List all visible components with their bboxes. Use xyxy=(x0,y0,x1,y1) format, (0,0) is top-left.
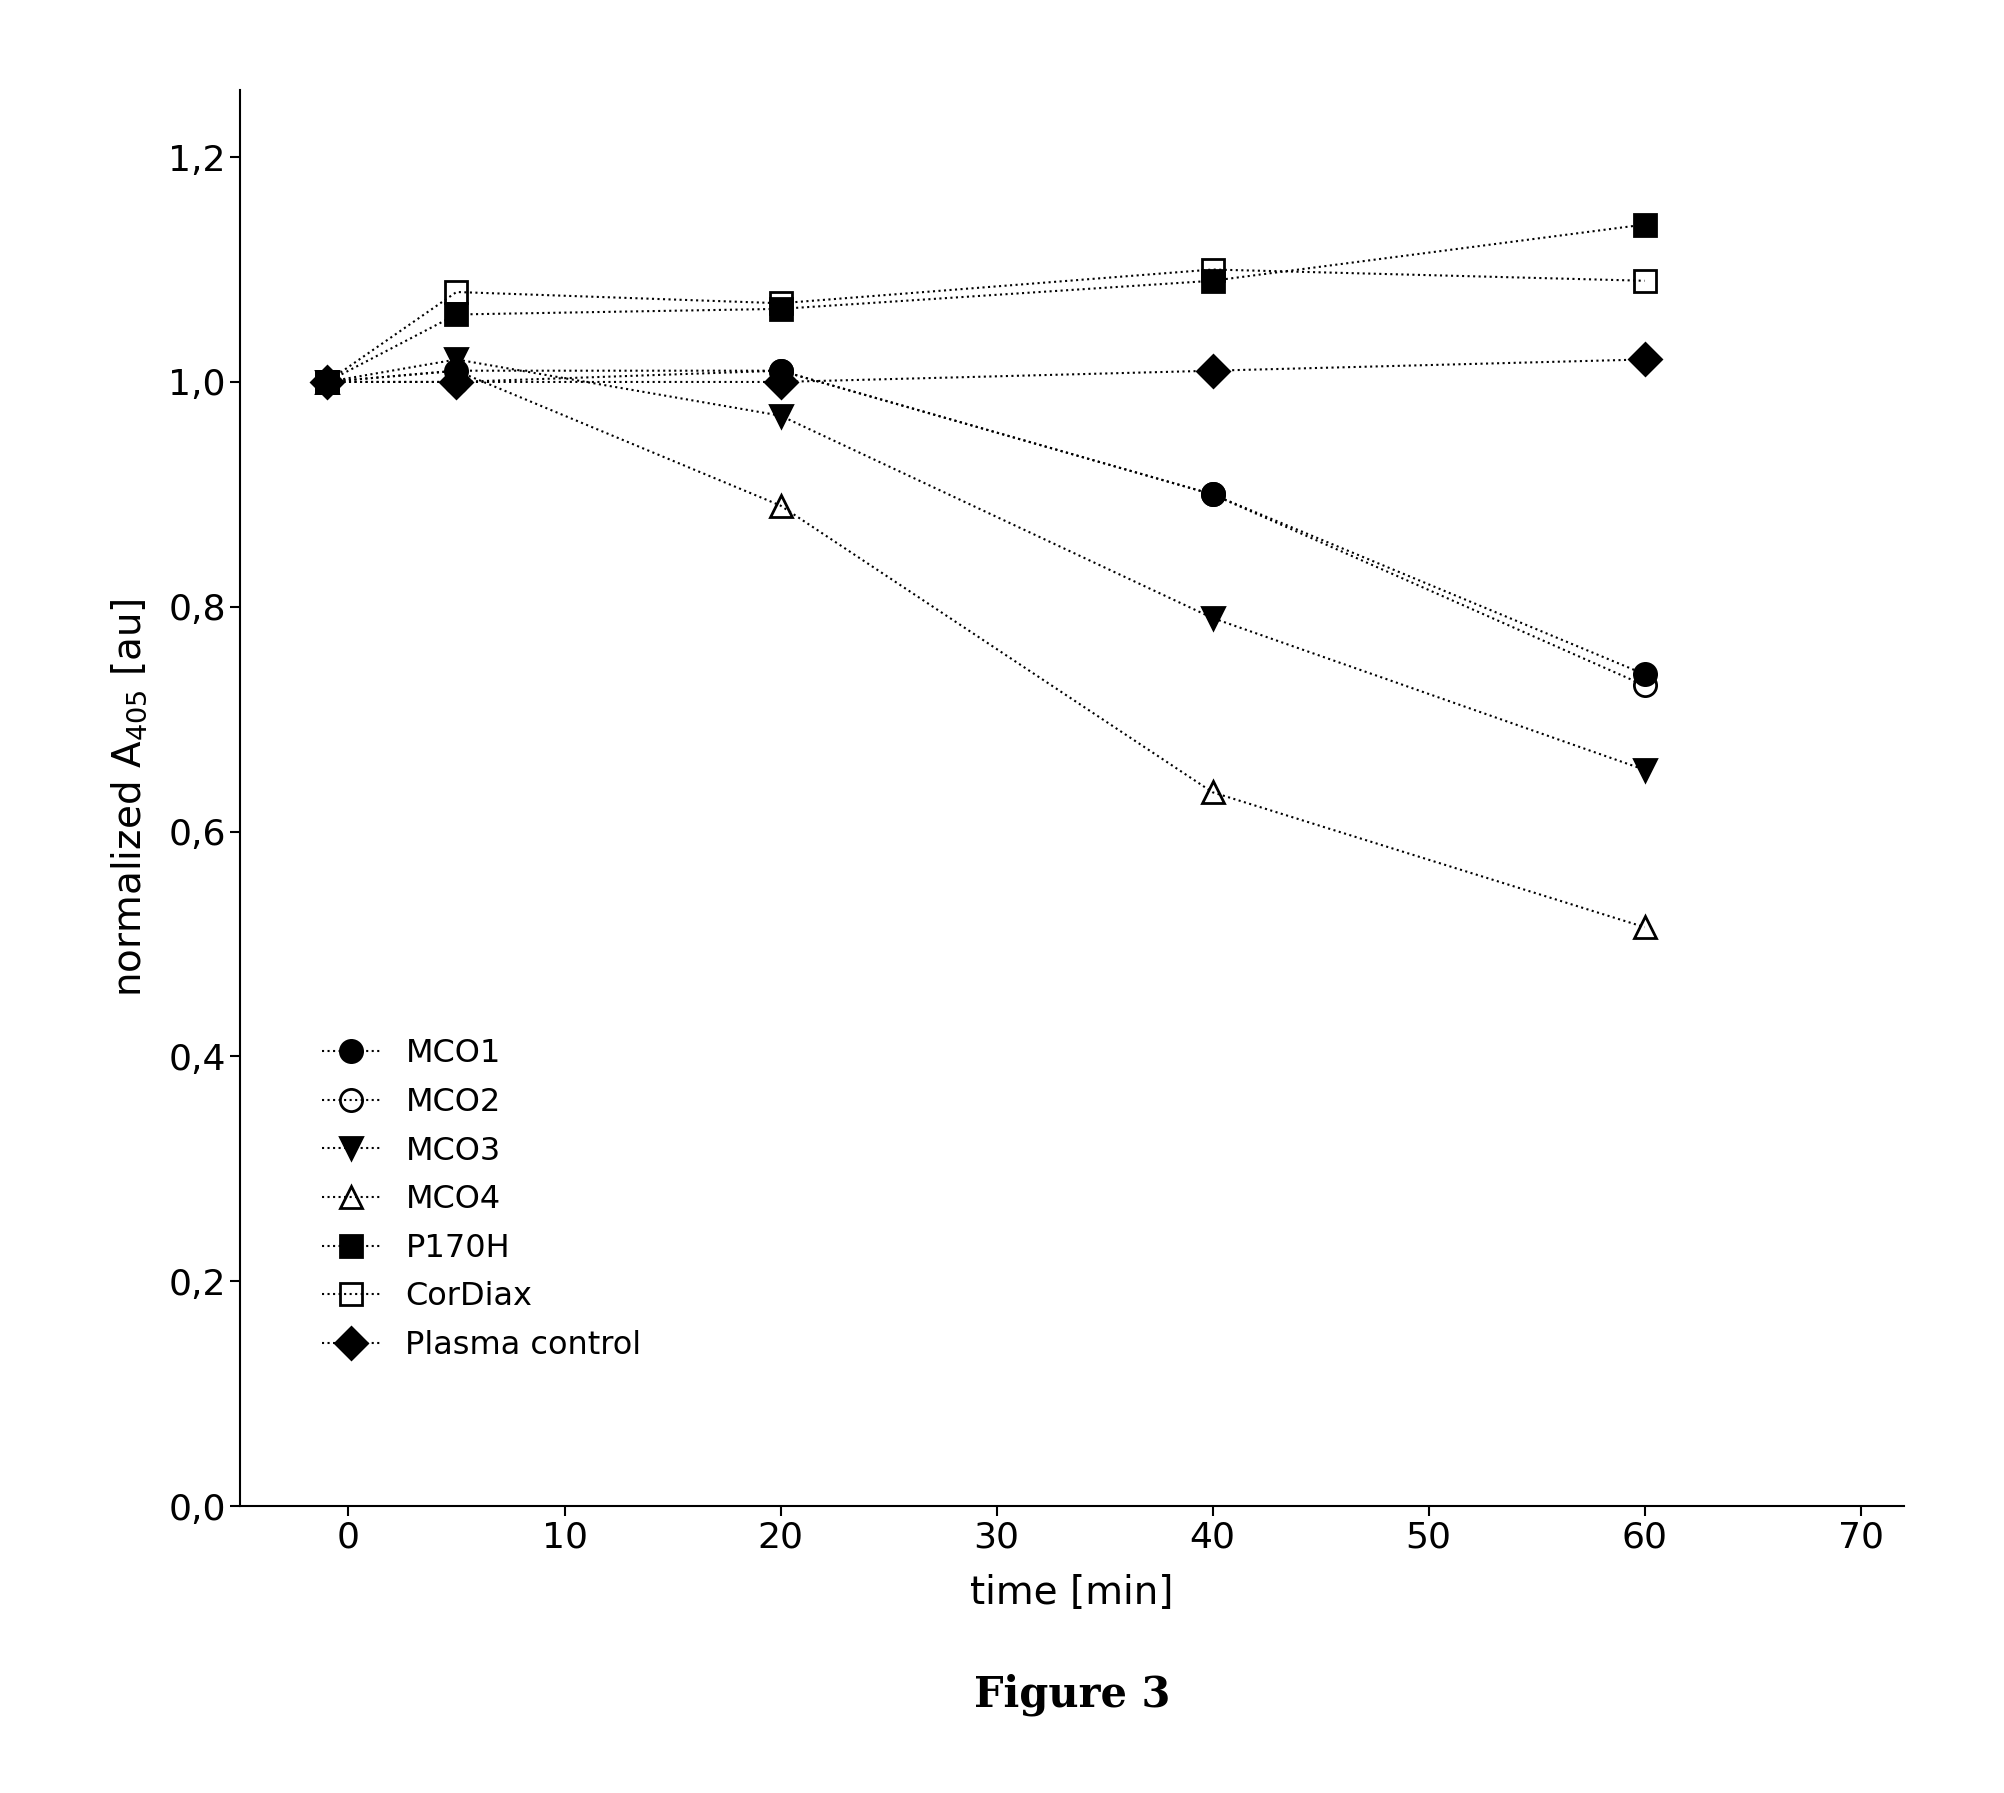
MCO3 xyxy=(768,405,792,427)
Plasma control xyxy=(768,371,792,393)
MCO4 xyxy=(445,360,469,382)
CorDiax xyxy=(1200,258,1224,280)
Text: Figure 3: Figure 3 xyxy=(974,1673,1170,1716)
CorDiax xyxy=(1633,271,1657,292)
MCO1 xyxy=(445,360,469,382)
MCO3 xyxy=(315,371,339,393)
P170H xyxy=(768,298,792,319)
P170H xyxy=(1200,271,1224,292)
MCO2 xyxy=(1200,484,1224,506)
MCO4 xyxy=(768,495,792,516)
Legend: MCO1, MCO2, MCO3, MCO4, P170H, CorDiax, Plasma control: MCO1, MCO2, MCO3, MCO4, P170H, CorDiax, … xyxy=(307,1022,657,1377)
MCO4 xyxy=(1633,916,1657,938)
MCO1 xyxy=(315,371,339,393)
MCO2 xyxy=(1633,674,1657,696)
MCO2 xyxy=(768,360,792,382)
MCO3 xyxy=(1200,608,1224,629)
Line: MCO1: MCO1 xyxy=(317,360,1655,685)
P170H xyxy=(1633,213,1657,235)
MCO3 xyxy=(1633,758,1657,780)
X-axis label: time [min]: time [min] xyxy=(970,1574,1174,1612)
MCO2 xyxy=(315,371,339,393)
CorDiax xyxy=(768,292,792,314)
MCO4 xyxy=(315,371,339,393)
Line: P170H: P170H xyxy=(317,213,1655,393)
Plasma control xyxy=(445,371,469,393)
Y-axis label: normalized A$_{405}$ [au]: normalized A$_{405}$ [au] xyxy=(110,599,148,997)
Line: Plasma control: Plasma control xyxy=(317,348,1655,393)
P170H xyxy=(445,303,469,325)
Line: MCO4: MCO4 xyxy=(317,360,1655,938)
P170H xyxy=(315,371,339,393)
MCO4 xyxy=(1200,782,1224,803)
MCO2 xyxy=(445,371,469,393)
MCO3 xyxy=(445,348,469,369)
Plasma control xyxy=(1633,348,1657,369)
CorDiax xyxy=(315,371,339,393)
MCO1 xyxy=(1633,663,1657,685)
CorDiax xyxy=(445,282,469,303)
Line: CorDiax: CorDiax xyxy=(317,258,1655,393)
Line: MCO2: MCO2 xyxy=(317,360,1655,696)
Plasma control xyxy=(315,371,339,393)
MCO1 xyxy=(1200,484,1224,506)
Plasma control xyxy=(1200,360,1224,382)
Line: MCO3: MCO3 xyxy=(317,348,1655,782)
MCO1 xyxy=(768,360,792,382)
